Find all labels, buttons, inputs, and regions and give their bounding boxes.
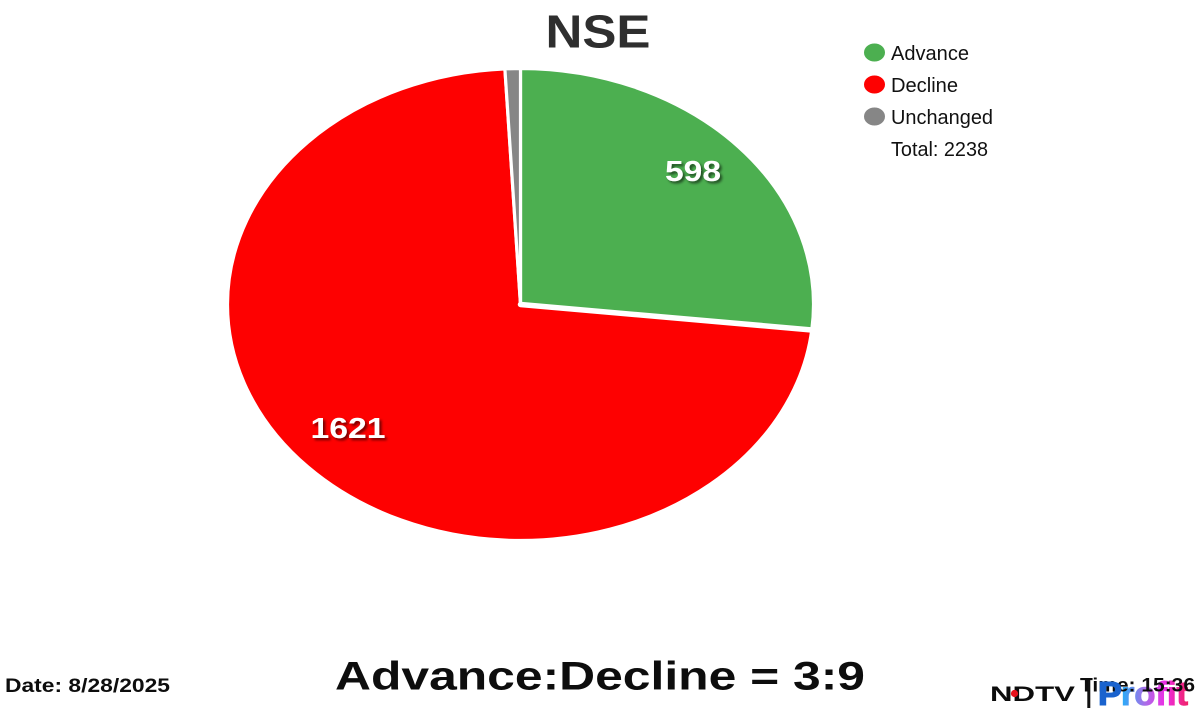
svg-text:598: 598 bbox=[665, 156, 721, 188]
svg-text:P: P bbox=[1098, 676, 1122, 713]
svg-text:Advance:Decline = 3:9: Advance:Decline = 3:9 bbox=[335, 655, 865, 699]
svg-text:Decline: Decline bbox=[891, 75, 958, 97]
svg-text:Date: 8/28/2025: Date: 8/28/2025 bbox=[5, 675, 170, 697]
svg-text:Time: 15:36: Time: 15:36 bbox=[1080, 675, 1195, 697]
svg-text:NDTV: NDTV bbox=[990, 682, 1076, 706]
svg-text:Profit: Profit bbox=[1098, 676, 1188, 713]
svg-text:1621: 1621 bbox=[311, 413, 386, 445]
svg-text:Unchanged: Unchanged bbox=[891, 107, 993, 129]
svg-text:NSE: NSE bbox=[546, 6, 651, 58]
svg-text:Total: 2238: Total: 2238 bbox=[891, 139, 988, 161]
svg-text:Advance: Advance bbox=[891, 43, 969, 65]
